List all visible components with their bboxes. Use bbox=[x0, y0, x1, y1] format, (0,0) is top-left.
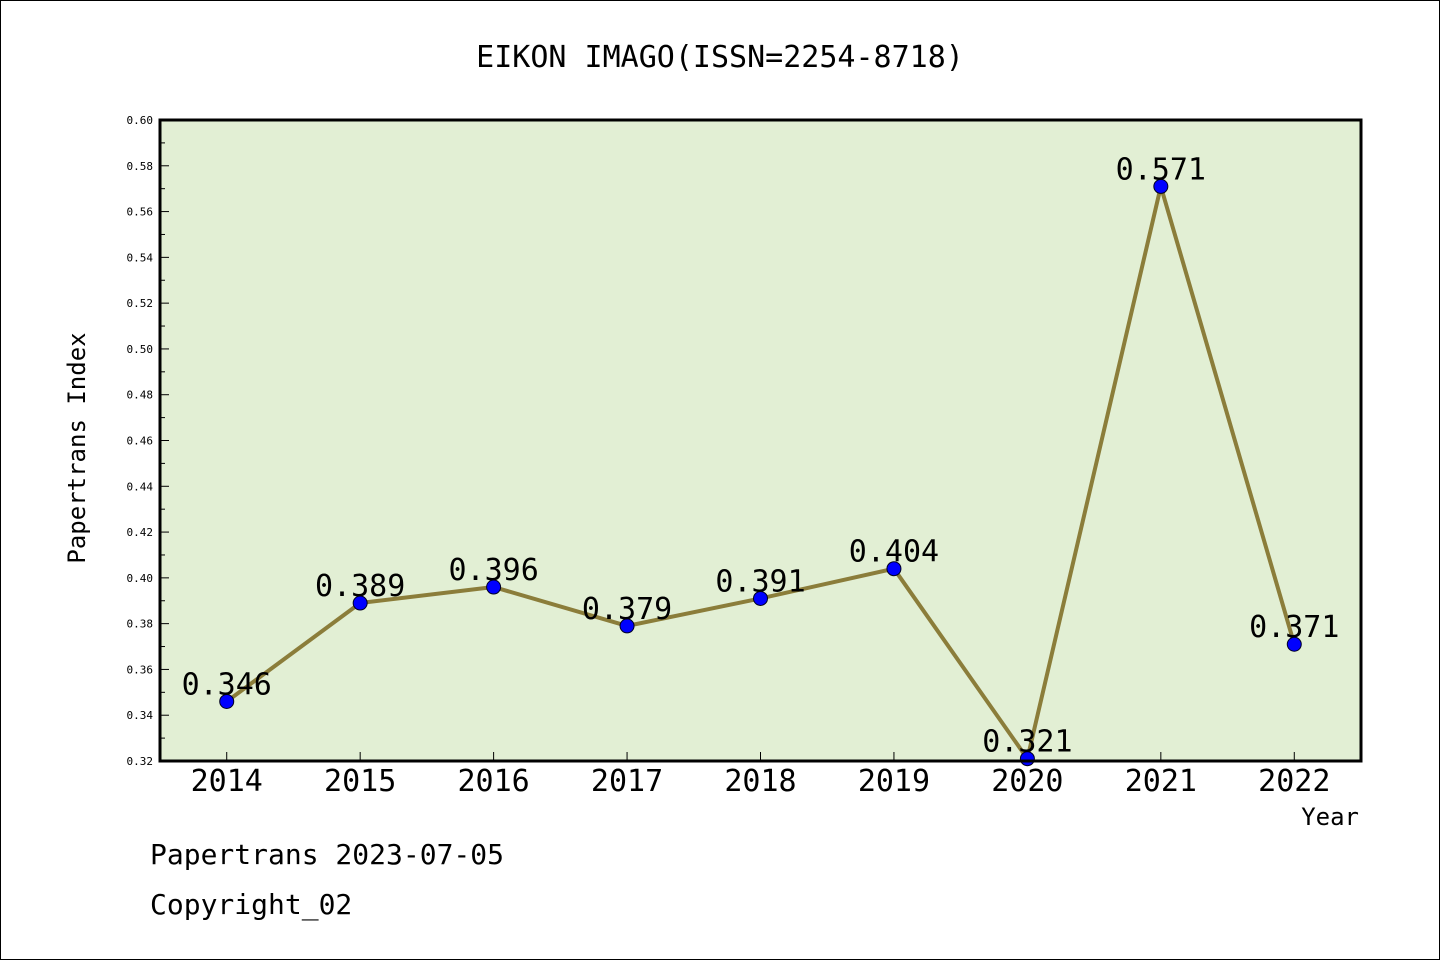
x-tick-label: 2022 bbox=[1258, 764, 1330, 799]
footer-date: Papertrans 2023-07-05 bbox=[150, 838, 504, 871]
x-tick-label: 2015 bbox=[324, 764, 396, 799]
x-tick-label: 2018 bbox=[724, 764, 796, 799]
data-label: 0.389 bbox=[315, 569, 405, 604]
y-tick-label: 0.44 bbox=[127, 480, 154, 493]
y-tick-label: 0.42 bbox=[127, 526, 154, 539]
x-tick-label: 2021 bbox=[1125, 764, 1197, 799]
x-axis-label: Year bbox=[1301, 803, 1359, 831]
data-point bbox=[1286, 636, 1302, 652]
data-point bbox=[753, 590, 768, 606]
data-point bbox=[352, 595, 368, 611]
plot-border bbox=[158, 118, 1363, 763]
y-tick-label: 0.46 bbox=[127, 435, 154, 448]
data-label: 0.321 bbox=[982, 725, 1072, 760]
y-tick-label: 0.54 bbox=[127, 251, 154, 264]
data-label: 0.379 bbox=[582, 592, 672, 627]
x-axis-tick-labels: 2014 2015 2016 2017 2018 2019 2020 2021 2022 bbox=[191, 764, 1331, 799]
y-tick-label: 0.56 bbox=[127, 206, 154, 219]
y-tick-label: 0.36 bbox=[127, 663, 154, 676]
plot-area bbox=[160, 120, 1361, 761]
y-tick-label: 0.52 bbox=[127, 297, 154, 310]
x-tick-label: 2014 bbox=[191, 764, 263, 799]
y-tick-label: 0.48 bbox=[127, 389, 154, 402]
y-tick-label: 0.40 bbox=[127, 572, 154, 585]
data-point bbox=[619, 618, 635, 634]
x-tick-label: 2019 bbox=[858, 764, 930, 799]
y-tick-label: 0.32 bbox=[127, 755, 154, 768]
footer-copyright: Copyright_02 bbox=[150, 888, 352, 922]
data-label: 0.391 bbox=[715, 564, 805, 599]
y-tick-label: 0.60 bbox=[127, 114, 154, 127]
data-point bbox=[886, 561, 902, 577]
y-axis-tick-labels: 0.32 0.34 0.36 0.38 0.40 0.42 0.44 0.46 0.48 0.50… bbox=[127, 114, 154, 768]
data-labels: 0.346 0.389 0.396 0.379 0.391 0.404 0.321 0.571… bbox=[182, 152, 1340, 759]
data-point bbox=[1153, 178, 1169, 194]
x-tick-label: 2020 bbox=[991, 764, 1063, 799]
data-label: 0.346 bbox=[182, 667, 272, 702]
y-tick-label: 0.38 bbox=[127, 618, 154, 631]
data-label: 0.404 bbox=[849, 535, 939, 570]
data-point bbox=[219, 693, 235, 709]
y-tick-label: 0.58 bbox=[127, 160, 154, 173]
y-tick-label: 0.50 bbox=[127, 343, 154, 356]
y-axis-label: Papertrans Index bbox=[63, 332, 91, 563]
y-tick-label: 0.34 bbox=[127, 709, 154, 722]
data-markers bbox=[219, 178, 1302, 767]
x-tick-label: 2016 bbox=[457, 764, 529, 799]
x-tick-label: 2017 bbox=[591, 764, 663, 799]
chart-title: EIKON IMAGO(ISSN=2254-8718) bbox=[476, 40, 964, 75]
data-point bbox=[486, 579, 502, 595]
data-label: 0.571 bbox=[1116, 152, 1206, 187]
data-label: 0.396 bbox=[448, 553, 538, 588]
data-label: 0.371 bbox=[1249, 610, 1339, 645]
